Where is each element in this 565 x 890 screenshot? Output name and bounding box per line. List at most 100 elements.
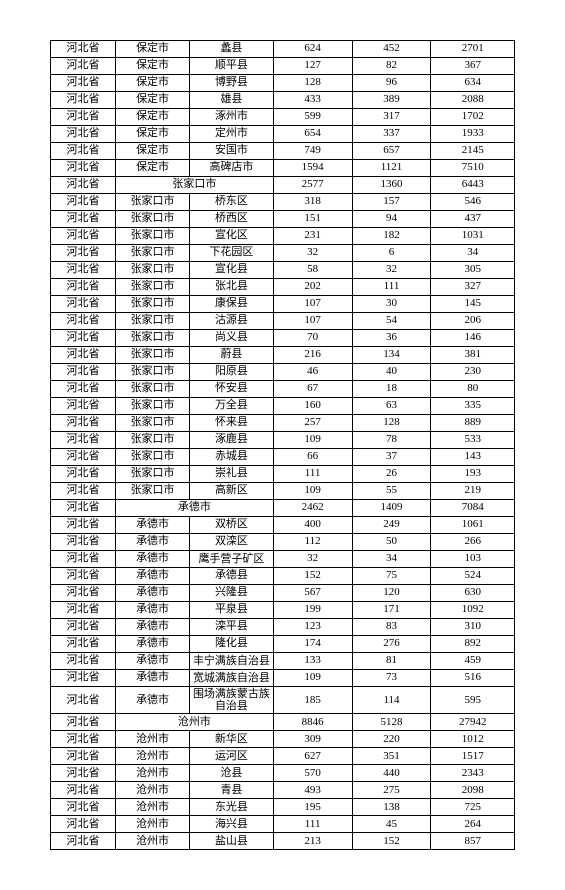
table-row: 河北省沧州市8846512827942 (51, 714, 515, 731)
table-row: 河北省张家口市涿鹿县10978533 (51, 432, 515, 449)
cell-province: 河北省 (51, 782, 116, 799)
cell-city: 张家口市 (115, 398, 189, 415)
cell-district: 阳原县 (190, 364, 274, 381)
cell-value: 452 (352, 41, 431, 58)
cell-value: 152 (273, 568, 352, 585)
table-row: 河北省张家口市赤城县6637143 (51, 449, 515, 466)
cell-city: 张家口市 (115, 483, 189, 500)
cell-province: 河北省 (51, 228, 116, 245)
cell-value: 2462 (273, 500, 352, 517)
cell-value: 725 (431, 799, 515, 816)
cell-city: 张家口市 (115, 432, 189, 449)
cell-city: 承德市 (115, 636, 189, 653)
cell-province: 河北省 (51, 551, 116, 568)
cell-district: 桥东区 (190, 194, 274, 211)
cell-value: 109 (273, 432, 352, 449)
data-table: 河北省保定市蠡县6244522701河北省保定市顺平县12782367河北省保定… (50, 40, 515, 850)
cell-value: 202 (273, 279, 352, 296)
cell-value: 1092 (431, 602, 515, 619)
cell-district: 涿州市 (190, 109, 274, 126)
cell-city: 张家口市 (115, 245, 189, 262)
cell-city-merged: 张家口市 (115, 177, 273, 194)
cell-value: 145 (431, 296, 515, 313)
table-row: 河北省承德市兴隆县567120630 (51, 585, 515, 602)
cell-value: 94 (352, 211, 431, 228)
cell-district: 怀来县 (190, 415, 274, 432)
cell-value: 634 (431, 75, 515, 92)
cell-value: 216 (273, 347, 352, 364)
cell-value: 1012 (431, 731, 515, 748)
cell-city: 承德市 (115, 653, 189, 670)
cell-value: 493 (273, 782, 352, 799)
cell-province: 河北省 (51, 381, 116, 398)
cell-province: 河北省 (51, 296, 116, 313)
cell-city: 张家口市 (115, 330, 189, 347)
cell-province: 河北省 (51, 653, 116, 670)
cell-value: 32 (273, 551, 352, 568)
cell-province: 河北省 (51, 364, 116, 381)
cell-value: 160 (273, 398, 352, 415)
cell-province: 河北省 (51, 330, 116, 347)
cell-value: 437 (431, 211, 515, 228)
cell-district: 双桥区 (190, 517, 274, 534)
cell-district: 海兴县 (190, 816, 274, 833)
cell-value: 111 (273, 816, 352, 833)
cell-value: 128 (273, 75, 352, 92)
table-row: 河北省承德市围场满族蒙古族自治县185114595 (51, 687, 515, 714)
cell-value: 337 (352, 126, 431, 143)
cell-value: 2088 (431, 92, 515, 109)
cell-value: 8846 (273, 714, 352, 731)
table-row: 河北省保定市高碑店市159411217510 (51, 160, 515, 177)
cell-value: 138 (352, 799, 431, 816)
cell-value: 381 (431, 347, 515, 364)
cell-province: 河北省 (51, 619, 116, 636)
cell-value: 103 (431, 551, 515, 568)
cell-district: 康保县 (190, 296, 274, 313)
cell-province: 河北省 (51, 687, 116, 714)
cell-value: 2098 (431, 782, 515, 799)
cell-province: 河北省 (51, 92, 116, 109)
cell-province: 河北省 (51, 765, 116, 782)
cell-district: 顺平县 (190, 58, 274, 75)
cell-city: 张家口市 (115, 364, 189, 381)
table-row: 河北省沧州市盐山县213152857 (51, 833, 515, 850)
cell-value: 30 (352, 296, 431, 313)
cell-value: 128 (352, 415, 431, 432)
table-row: 河北省承德市246214097084 (51, 500, 515, 517)
cell-value: 749 (273, 143, 352, 160)
cell-city: 承德市 (115, 619, 189, 636)
cell-value: 5128 (352, 714, 431, 731)
cell-value: 624 (273, 41, 352, 58)
cell-value: 1360 (352, 177, 431, 194)
cell-province: 河北省 (51, 75, 116, 92)
table-row: 河北省沧州市东光县195138725 (51, 799, 515, 816)
cell-value: 889 (431, 415, 515, 432)
cell-city: 张家口市 (115, 296, 189, 313)
table-row: 河北省张家口市下花园区32634 (51, 245, 515, 262)
cell-city: 张家口市 (115, 211, 189, 228)
cell-value: 516 (431, 670, 515, 687)
cell-value: 275 (352, 782, 431, 799)
cell-value: 114 (352, 687, 431, 714)
cell-value: 2343 (431, 765, 515, 782)
cell-value: 54 (352, 313, 431, 330)
cell-value: 174 (273, 636, 352, 653)
cell-value: 1031 (431, 228, 515, 245)
cell-city: 沧州市 (115, 765, 189, 782)
cell-city: 保定市 (115, 143, 189, 160)
cell-city: 张家口市 (115, 313, 189, 330)
table-body: 河北省保定市蠡县6244522701河北省保定市顺平县12782367河北省保定… (51, 41, 515, 850)
table-row: 河北省张家口市257713606443 (51, 177, 515, 194)
cell-value: 459 (431, 653, 515, 670)
cell-value: 73 (352, 670, 431, 687)
cell-district: 青县 (190, 782, 274, 799)
cell-city: 保定市 (115, 75, 189, 92)
table-row: 河北省承德市宽城满族自治县10973516 (51, 670, 515, 687)
cell-value: 82 (352, 58, 431, 75)
cell-value: 107 (273, 313, 352, 330)
cell-city: 保定市 (115, 126, 189, 143)
cell-value: 143 (431, 449, 515, 466)
cell-province: 河北省 (51, 500, 116, 517)
cell-value: 46 (273, 364, 352, 381)
cell-value: 857 (431, 833, 515, 850)
